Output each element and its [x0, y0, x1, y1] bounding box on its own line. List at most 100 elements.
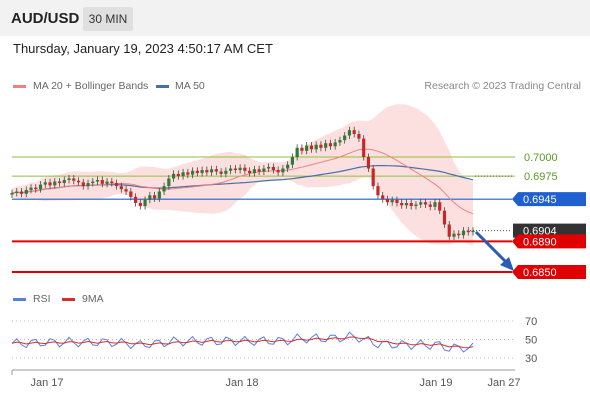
candle-body — [385, 199, 390, 203]
candle-body — [433, 202, 437, 207]
level-label-5: 0.6850 — [523, 267, 557, 279]
bollinger-band-area — [12, 104, 473, 246]
candle-body — [15, 191, 19, 194]
candle-body — [81, 182, 85, 187]
ma9-legend-swatch — [62, 298, 75, 301]
candle-body — [129, 191, 133, 197]
candle-body — [24, 189, 28, 194]
candle-body — [286, 164, 290, 169]
level-label-1: 0.6975 — [524, 171, 558, 183]
candle-body — [457, 233, 461, 236]
forecast-arrow-shaft — [474, 230, 509, 265]
candle-body — [338, 140, 342, 143]
forecast-arrow-head — [500, 257, 514, 271]
candle-body — [395, 199, 399, 203]
rsi-line — [11, 331, 474, 353]
level-tag-4 — [512, 234, 586, 249]
candle-body — [461, 230, 466, 236]
candle-body — [100, 180, 104, 184]
candle-body — [72, 178, 76, 181]
ma20-legend-label: MA 20 + Bollinger Bands — [33, 80, 149, 92]
time-tick-label: Jan 19 — [419, 377, 452, 389]
credit-label: Research © 2023 Trading Central — [424, 80, 581, 92]
rsi-ma-line — [11, 336, 474, 349]
candle-body — [252, 169, 256, 174]
candle-body — [19, 191, 24, 194]
candle-body — [124, 189, 128, 192]
candle-body — [95, 180, 100, 182]
candle-body — [114, 183, 119, 187]
candle-body — [314, 144, 318, 150]
candle-body — [62, 180, 66, 184]
candle-body — [110, 181, 114, 184]
candle-body — [157, 191, 161, 199]
candle-body — [309, 145, 314, 150]
candle-body — [276, 170, 280, 173]
candle-body — [214, 169, 218, 172]
ma20-legend-swatch — [13, 85, 26, 88]
candle-body — [333, 142, 337, 147]
candle-body — [233, 168, 237, 171]
candle-body — [371, 168, 375, 187]
ma50-legend-swatch — [156, 85, 169, 88]
candle-body — [281, 168, 285, 173]
candle-body — [57, 181, 62, 184]
candle-body — [152, 195, 157, 199]
candle-body — [447, 224, 451, 237]
candle-body — [38, 184, 43, 190]
candle-body — [148, 195, 152, 200]
level-tag-5 — [512, 265, 586, 279]
candle-body — [362, 138, 366, 157]
timeframe-button[interactable]: 30 MIN — [83, 7, 133, 31]
candle-body — [328, 143, 333, 147]
candle-body — [409, 203, 413, 207]
symbol-label: AUD/USD — [11, 10, 80, 27]
candle-body — [248, 170, 252, 174]
candle-body — [471, 230, 475, 233]
candle-body — [171, 173, 176, 179]
candle-body — [300, 147, 304, 151]
candle-body — [414, 204, 418, 207]
candle-body — [186, 172, 190, 175]
candle-body — [133, 196, 138, 203]
candle-body — [210, 169, 214, 173]
candle-body — [205, 170, 209, 173]
rsi-scale-label: 50 — [525, 335, 537, 347]
last-price-tag — [513, 223, 586, 238]
level-label-4: 0.6890 — [523, 236, 557, 248]
candle-body — [67, 178, 71, 180]
candle-body — [404, 203, 409, 206]
header-bar: AUD/USD 30 MIN — [0, 0, 590, 36]
candle-body — [229, 168, 233, 171]
candle-body — [143, 199, 147, 207]
candle-body — [347, 130, 352, 136]
candle-body — [219, 171, 223, 174]
time-tick-label: Jan 18 — [225, 377, 258, 389]
candle-body — [343, 135, 347, 141]
candle-body — [181, 172, 185, 177]
candle-body — [438, 202, 442, 211]
rsi-legend-swatch — [13, 298, 26, 301]
candle-body — [290, 157, 295, 165]
candle-body — [53, 181, 57, 186]
candle-body — [243, 167, 247, 171]
candle-body — [295, 147, 299, 157]
candle-body — [76, 180, 81, 183]
candle-body — [466, 230, 470, 233]
datetime-label: Thursday, January 19, 2023 4:50:17 AM CE… — [13, 41, 273, 56]
candle-body — [381, 195, 385, 200]
candle-body — [195, 170, 199, 174]
level-label-0: 0.7000 — [524, 152, 558, 164]
candle-body — [262, 168, 266, 172]
candle-body — [376, 186, 380, 196]
candle-body — [324, 143, 328, 148]
candle-body — [390, 199, 394, 203]
candle-body — [271, 166, 275, 171]
candle-body — [190, 170, 195, 175]
candle-body — [352, 130, 356, 134]
candle-body — [357, 134, 361, 139]
candle-body — [442, 210, 447, 225]
candle-body — [257, 169, 261, 172]
candle-body — [29, 187, 33, 190]
